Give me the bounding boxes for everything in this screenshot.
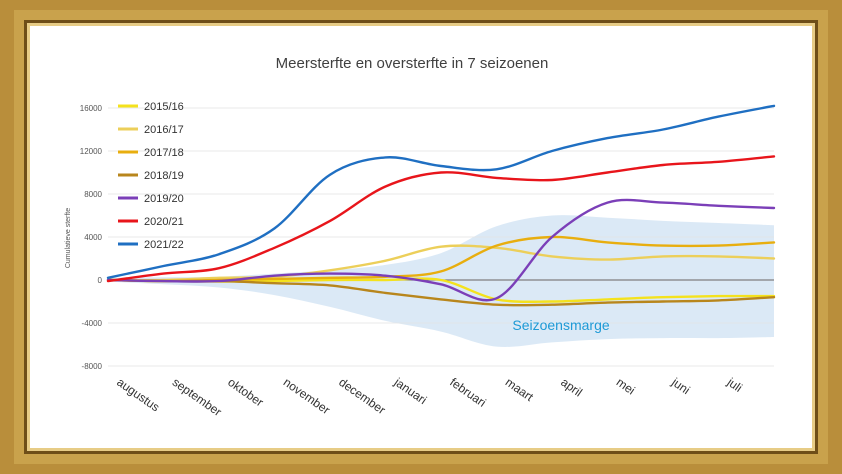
x-tick-label: oktober	[225, 375, 266, 409]
legend-label: 2016/17	[144, 124, 184, 136]
y-ticks: -8000 -4000 0 4000 8000 12000 16000	[80, 104, 103, 371]
y-tick-label: -8000	[82, 362, 103, 371]
y-tick-label: 12000	[80, 147, 103, 156]
x-tick-label: september	[170, 375, 224, 419]
x-tick-label: november	[281, 375, 333, 417]
legend-label: 2018/19	[144, 170, 184, 182]
x-tick-label: augustus	[114, 375, 162, 414]
x-tick-label: maart	[503, 375, 537, 404]
x-tick-label: juni	[668, 374, 692, 397]
x-tick-label: december	[336, 375, 388, 417]
series-line	[106, 244, 776, 282]
series-line	[106, 104, 776, 279]
legend-label: 2017/18	[144, 147, 184, 159]
legend-label: 2020/21	[144, 216, 184, 228]
y-tick-label: 0	[98, 276, 103, 285]
x-tick-label: mei	[614, 375, 638, 398]
series-layer	[106, 104, 776, 307]
series-line	[106, 155, 776, 283]
x-tick-label: juli	[724, 374, 745, 394]
y-tick-label: 4000	[84, 233, 102, 242]
chart-canvas: Meersterfte en oversterfte in 7 seizoene…	[56, 38, 786, 436]
chart: Meersterfte en oversterfte in 7 seizoene…	[65, 55, 776, 419]
y-tick-label: 16000	[80, 104, 103, 113]
legend-label: 2019/20	[144, 193, 184, 205]
legend-label: 2015/16	[144, 101, 184, 113]
y-axis-label: Cumulatieve sterfte	[65, 208, 72, 268]
y-tick-label: -4000	[82, 319, 103, 328]
band-label: Seizoensmarge	[512, 317, 609, 333]
series-line	[106, 198, 776, 302]
legend-label: 2021/22	[144, 239, 184, 251]
x-ticks: augustus september oktober november december…	[114, 374, 745, 419]
legend: 2015/16 2016/17 2017/18 2018/19 2019/20 2020/…	[118, 101, 184, 251]
x-tick-label: januari	[391, 374, 429, 407]
x-tick-label: februari	[447, 375, 488, 410]
y-tick-label: 8000	[84, 190, 102, 199]
chart-title: Meersterfte en oversterfte in 7 seizoene…	[276, 55, 549, 72]
x-tick-label: april	[558, 375, 585, 399]
